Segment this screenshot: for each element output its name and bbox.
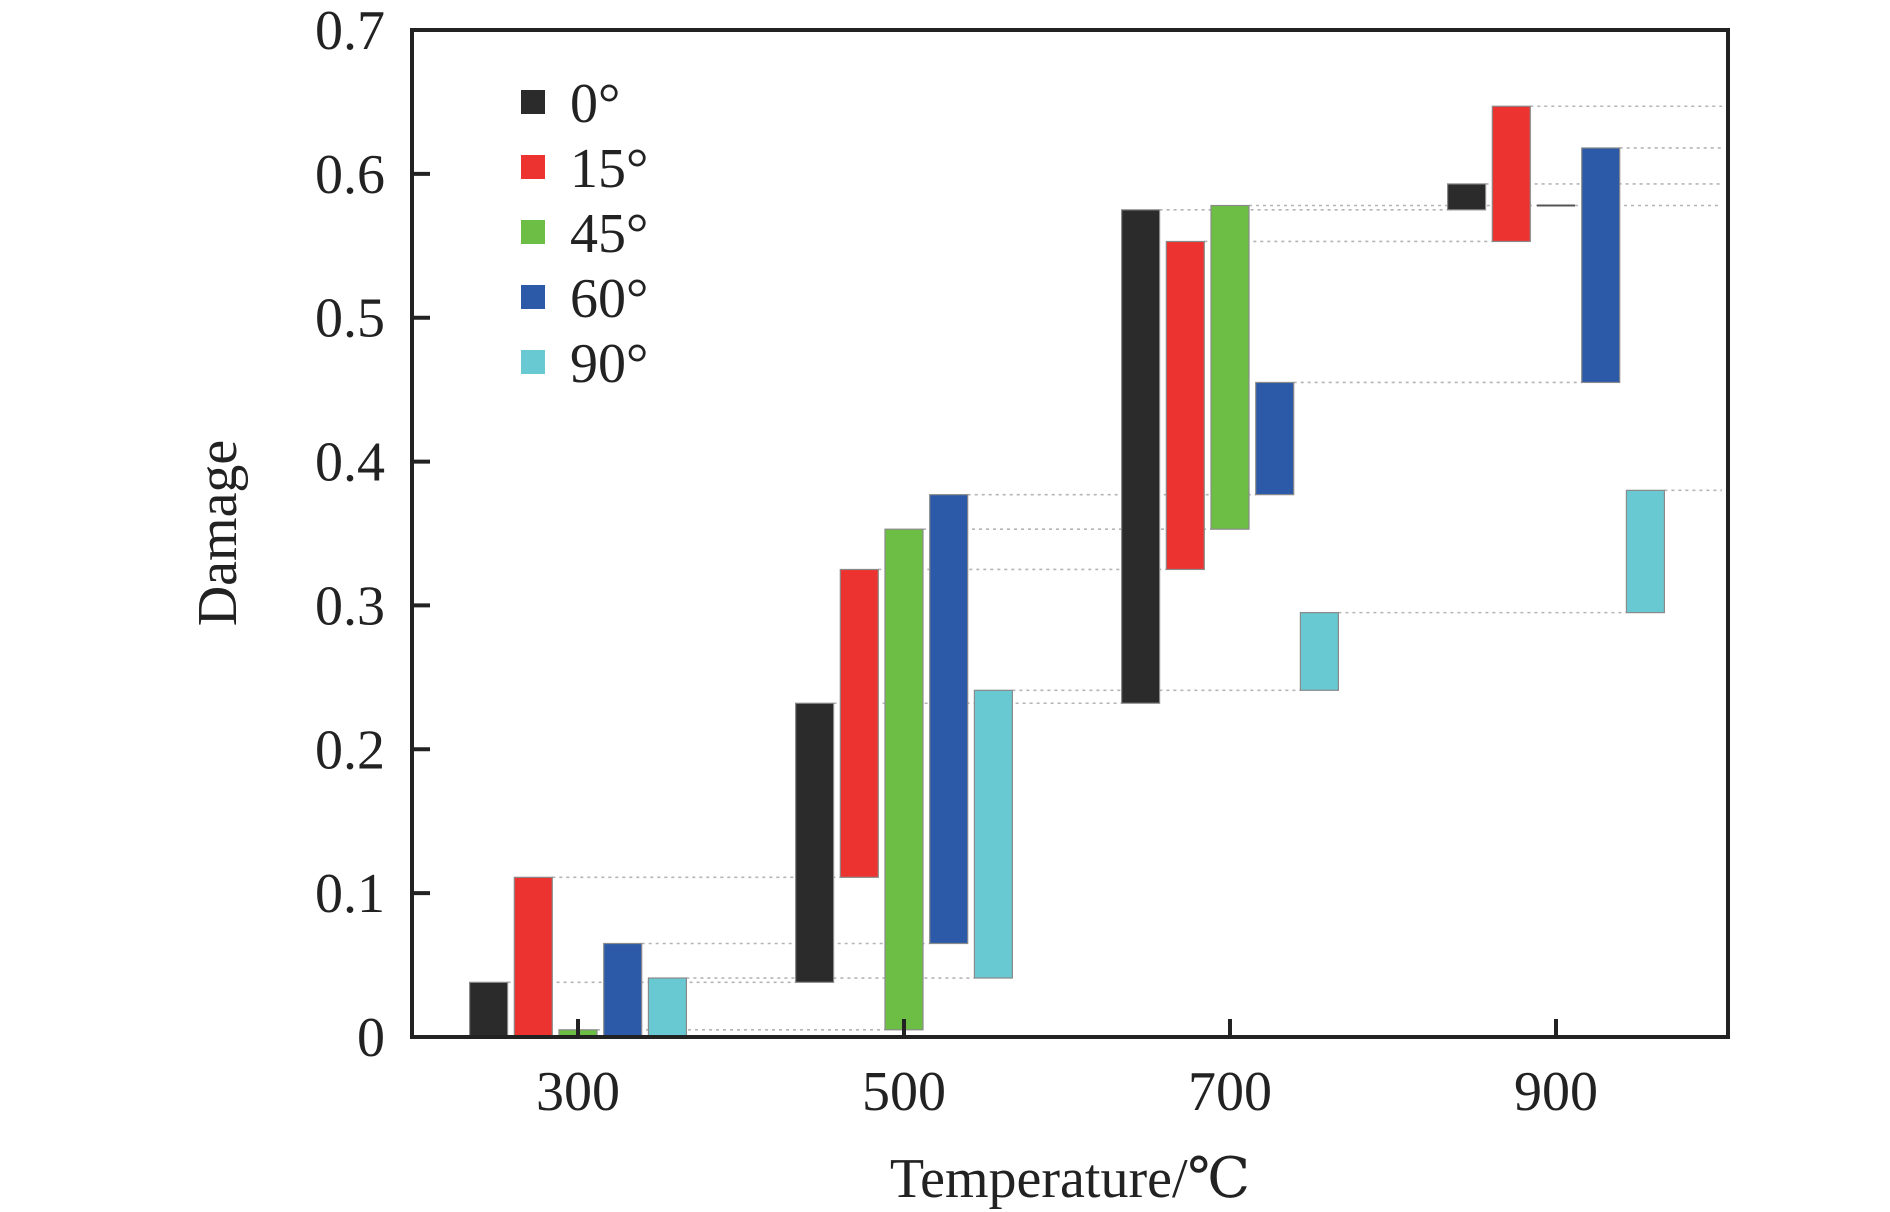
legend-label: 90° bbox=[570, 333, 648, 395]
bar bbox=[884, 528, 924, 1031]
bars-group bbox=[469, 105, 1666, 1038]
x-axis-title: Temperature/℃ bbox=[890, 1148, 1250, 1210]
legend-swatch bbox=[521, 155, 545, 179]
bar bbox=[929, 494, 969, 945]
x-tick-label: 700 bbox=[1188, 1061, 1272, 1123]
bar bbox=[1210, 204, 1250, 530]
bar bbox=[1581, 147, 1621, 384]
bar bbox=[513, 876, 553, 1038]
bar bbox=[469, 981, 509, 1038]
legend-label: 60° bbox=[570, 268, 648, 330]
bar bbox=[794, 702, 835, 983]
legend-swatch bbox=[521, 285, 545, 309]
legend-swatch bbox=[521, 90, 545, 114]
y-tick-label: 0.5 bbox=[315, 288, 385, 350]
legend-label: 0° bbox=[570, 73, 620, 135]
bar bbox=[839, 568, 879, 878]
bar bbox=[603, 942, 643, 1038]
bar bbox=[1299, 612, 1340, 691]
x-tick-label: 900 bbox=[1514, 1061, 1598, 1123]
x-tick-label: 300 bbox=[536, 1061, 620, 1123]
x-tick-label: 500 bbox=[862, 1061, 946, 1123]
bar bbox=[973, 689, 1014, 979]
bar bbox=[1491, 105, 1531, 243]
bar bbox=[647, 977, 688, 1038]
legend-label: 15° bbox=[570, 138, 648, 200]
y-tick-label: 0.1 bbox=[315, 863, 385, 925]
y-tick-label: 0.3 bbox=[315, 575, 385, 637]
bar bbox=[1625, 489, 1666, 614]
plot-frame bbox=[410, 28, 1730, 1039]
axis-ticks: 0 0.1 0.2 0.3 0.4 0.5 0.6 0.7 300 500 700 900 bbox=[315, 0, 1598, 1123]
bar bbox=[1446, 183, 1487, 211]
legend: 0°15°45°60°90° bbox=[521, 73, 648, 395]
y-tick-label: 0.4 bbox=[315, 432, 385, 494]
connector-lines bbox=[507, 105, 1722, 1031]
legend-swatch bbox=[521, 350, 545, 374]
legend-label: 45° bbox=[570, 203, 648, 265]
y-tick-label: 0.6 bbox=[315, 144, 385, 206]
y-tick-label: 0 bbox=[357, 1007, 385, 1069]
bar bbox=[1120, 209, 1161, 704]
legend-swatch bbox=[521, 220, 545, 244]
y-axis-title: Damage bbox=[187, 440, 249, 627]
y-tick-label: 0.7 bbox=[315, 0, 385, 62]
bar bbox=[1255, 381, 1295, 496]
bar bbox=[1165, 240, 1205, 571]
y-tick-label: 0.2 bbox=[315, 719, 385, 781]
